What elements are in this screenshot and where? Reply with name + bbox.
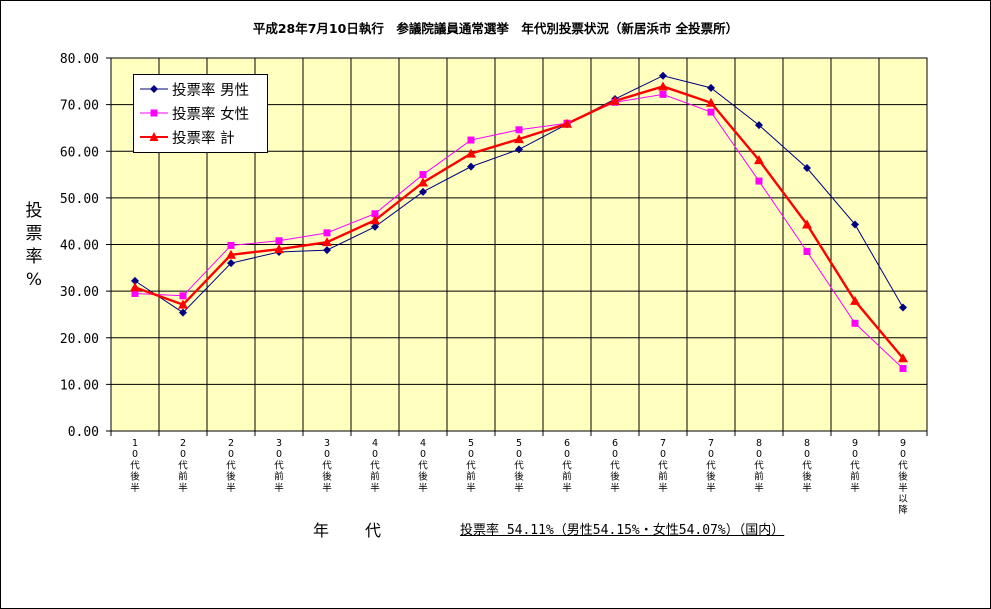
- data-point-male: [803, 164, 811, 173]
- data-point-female: [131, 289, 139, 297]
- x-tick-label: 8 0 代前半: [754, 438, 764, 494]
- data-point-total: [130, 282, 140, 292]
- data-point-total: [706, 97, 716, 107]
- data-point-male: [227, 259, 235, 268]
- data-point-male: [131, 276, 139, 285]
- y-tick-label: 20.00: [60, 332, 99, 347]
- data-point-male: [515, 145, 523, 154]
- x-tick-label: 7 0 代前半: [658, 438, 668, 494]
- data-point-total: [562, 118, 572, 128]
- x-tick-label: 5 0 代後半: [514, 438, 524, 494]
- legend-label-male: 投票率 男性: [172, 83, 250, 99]
- y-tick-label: 30.00: [60, 285, 99, 300]
- data-point-female: [467, 136, 475, 144]
- y-tick-label: 70.00: [60, 99, 99, 114]
- data-point-total: [898, 353, 908, 363]
- x-axis-label: 年 代: [313, 521, 392, 540]
- legend-item-male: 投票率 男性: [140, 79, 265, 99]
- y-tick-label: 40.00: [60, 239, 99, 254]
- x-tick-label: 3 0 代後半: [322, 438, 332, 494]
- data-point-total: [514, 134, 524, 144]
- chart-title: 平成28年7月10日執行 参議院議員通常選挙 年代別投票状況（新居浜市 全投票所…: [252, 21, 739, 36]
- data-point-male: [707, 83, 715, 92]
- data-point-female: [323, 229, 331, 237]
- data-point-total: [418, 177, 428, 187]
- data-point-male: [899, 303, 907, 312]
- data-point-female: [227, 241, 235, 249]
- legend-marker-female: [140, 109, 168, 117]
- x-tick-label: 4 0 代後半: [418, 438, 428, 494]
- x-tick-label: 7 0 代後半: [706, 438, 716, 494]
- legend-marker-total: [140, 132, 168, 141]
- legend-label-total: 投票率 計: [172, 131, 235, 147]
- data-point-female: [179, 292, 187, 300]
- y-axis-label: 投票率%: [25, 201, 43, 290]
- data-point-female: [275, 237, 283, 245]
- data-point-total: [274, 244, 284, 254]
- data-point-total: [226, 249, 236, 259]
- data-point-male: [371, 222, 379, 231]
- x-tick-label: 3 0 代前半: [274, 438, 284, 494]
- data-point-female: [803, 247, 811, 255]
- data-point-male: [419, 187, 427, 196]
- legend: 投票率 男性 投票率 女性 投票率 計: [133, 74, 268, 153]
- x-tick-label: 5 0 代前半: [466, 438, 476, 494]
- x-tick-label: 9 0 代後半以降: [898, 438, 908, 516]
- y-tick-label: 50.00: [60, 192, 99, 207]
- x-tick-label: 6 0 代後半: [610, 438, 620, 494]
- data-point-male: [659, 71, 667, 80]
- legend-label-female: 投票率 女性: [172, 107, 250, 123]
- y-tick-label: 0.00: [68, 425, 99, 440]
- x-tick-label: 2 0 代前半: [178, 438, 188, 494]
- data-point-total: [610, 95, 620, 105]
- data-point-female: [851, 319, 859, 327]
- data-point-female: [419, 171, 427, 179]
- legend-item-total: 投票率 計: [140, 127, 265, 147]
- turnout-note: 投票率 54.11%（男性54.15%・女性54.07%）（国内）: [460, 523, 785, 538]
- data-point-male: [851, 220, 859, 229]
- data-point-female: [899, 365, 907, 373]
- x-tick-label: 8 0 代後半: [802, 438, 812, 494]
- plot-border: [110, 57, 928, 432]
- data-point-total: [850, 295, 860, 305]
- x-tick-label: 2 0 代後半: [226, 438, 236, 494]
- data-point-total: [802, 219, 812, 229]
- data-point-male: [179, 308, 187, 317]
- data-point-total: [658, 81, 668, 91]
- y-tick-label: 80.00: [60, 52, 99, 67]
- data-point-female: [659, 90, 667, 98]
- data-point-total: [466, 148, 476, 158]
- y-tick-label: 60.00: [60, 145, 99, 160]
- data-point-total: [370, 215, 380, 225]
- x-tick-label: 9 0 代前半: [850, 438, 860, 494]
- data-point-female: [707, 108, 715, 116]
- data-point-female: [515, 126, 523, 134]
- data-point-female: [371, 210, 379, 218]
- data-point-total: [178, 299, 188, 309]
- x-tick-label: 1 0 代後半: [130, 438, 140, 494]
- data-point-total: [322, 237, 332, 247]
- data-point-male: [467, 162, 475, 171]
- data-point-female: [755, 177, 763, 185]
- y-tick-label: 10.00: [60, 378, 99, 393]
- x-tick-label: 6 0 代前半: [562, 438, 572, 494]
- data-point-male: [323, 246, 331, 255]
- data-point-male: [755, 121, 763, 130]
- x-tick-label: 4 0 代前半: [370, 438, 380, 494]
- data-point-total: [754, 155, 764, 165]
- legend-item-female: 投票率 女性: [140, 103, 265, 123]
- legend-marker-male: [140, 85, 168, 93]
